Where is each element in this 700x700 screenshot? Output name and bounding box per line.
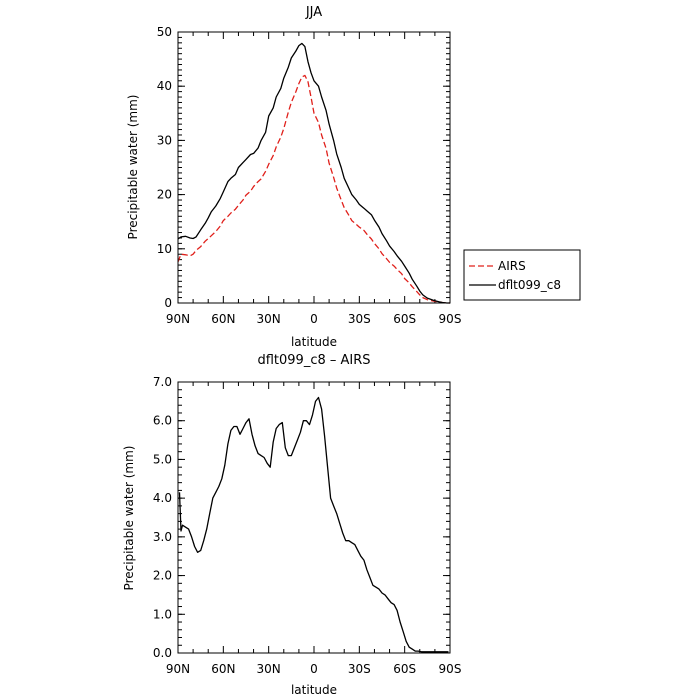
panel-top-series-line-airs bbox=[177, 74, 450, 304]
panel-bottom-x-axis-label: latitude bbox=[291, 683, 337, 697]
panel-top-y-tick-label: 10 bbox=[157, 242, 172, 256]
panel-bottom-x-tick-label: 60N bbox=[211, 662, 235, 676]
panel-bottom-y-tick-label: 5.0 bbox=[153, 452, 172, 466]
panel-bottom-x-tick-label: 30N bbox=[257, 662, 281, 676]
panel-bottom-x-tick-label: 30S bbox=[348, 662, 371, 676]
panel-bottom-ticks bbox=[177, 381, 451, 654]
panel-bottom-y-tick-label: 4.0 bbox=[153, 491, 172, 505]
panel-top-y-tick-label: 50 bbox=[157, 25, 172, 39]
panel-top-y-tick-labels: 0 10 20 30 40 50 bbox=[157, 25, 172, 310]
panel-bottom-y-tick-label: 3.0 bbox=[153, 530, 172, 544]
panel-bottom-y-tick-labels: 0.0 1.0 2.0 3.0 4.0 5.0 6.0 7.0 bbox=[153, 375, 172, 660]
panel-top-x-tick-label: 0 bbox=[310, 312, 318, 326]
panel-bottom-y-tick-label: 7.0 bbox=[153, 375, 172, 389]
legend: AIRS dflt099_c8 bbox=[463, 249, 581, 301]
panel-bottom-x-tick-label: 60S bbox=[393, 662, 416, 676]
panel-bottom-x-tick-label: 90S bbox=[439, 662, 462, 676]
legend-label-airs: AIRS bbox=[498, 259, 526, 273]
panel-top-x-tick-label: 60N bbox=[211, 312, 235, 326]
panel-bottom: dflt099_c8 – AIRS 90N 60N 30N 0 30S 60S 90S 0.… bbox=[122, 353, 461, 697]
panel-top-y-axis-label: Precipitable water (mm) bbox=[126, 95, 140, 240]
panel-bottom-lines bbox=[178, 396, 449, 653]
panel-top-series-line-dflt099_c8 bbox=[177, 42, 450, 304]
panel-top-x-tick-label: 30S bbox=[348, 312, 371, 326]
panel-bottom-frame bbox=[177, 381, 451, 654]
legend-box bbox=[463, 249, 581, 301]
panel-bottom-x-tick-label: 0 bbox=[310, 662, 318, 676]
panel-top-y-tick-label: 40 bbox=[157, 79, 172, 93]
panel-top-x-tick-label: 30N bbox=[257, 312, 281, 326]
panel-top-ticks bbox=[177, 31, 451, 304]
panel-top-x-tick-label: 90N bbox=[166, 312, 190, 326]
panel-bottom-y-tick-label: 0.0 bbox=[153, 646, 172, 660]
panel-bottom-y-axis-label: Precipitable water (mm) bbox=[122, 446, 136, 591]
panel-top-y-tick-label: 0 bbox=[164, 296, 172, 310]
panel-bottom-y-tick-label: 1.0 bbox=[153, 607, 172, 621]
panel-top-y-tick-label: 30 bbox=[157, 133, 172, 147]
panel-top-y-tick-label: 20 bbox=[157, 188, 172, 202]
panel-top-x-tick-label: 60S bbox=[393, 312, 416, 326]
panel-top-x-axis-label: latitude bbox=[291, 335, 337, 349]
panel-bottom-series-line-difference bbox=[178, 396, 449, 653]
panel-bottom-y-tick-label: 2.0 bbox=[153, 569, 172, 583]
panel-top-title: JJA bbox=[305, 5, 322, 20]
panel-bottom-title: dflt099_c8 – AIRS bbox=[257, 353, 370, 368]
panel-bottom-x-tick-labels: 90N 60N 30N 0 30S 60S 90S bbox=[166, 662, 462, 676]
panel-top-x-tick-label: 90S bbox=[439, 312, 462, 326]
panel-bottom-x-tick-label: 90N bbox=[166, 662, 190, 676]
panel-top-frame bbox=[177, 31, 451, 304]
panel-top-x-tick-labels: 90N 60N 30N 0 30S 60S 90S bbox=[166, 312, 462, 326]
panel-bottom-y-tick-label: 6.0 bbox=[153, 414, 172, 428]
legend-label-dflt099_c8: dflt099_c8 bbox=[498, 278, 561, 292]
panel-top: JJA 90N 60N 30N 0 30S 60S 90S 0 10 20 30 40 50 lati… bbox=[126, 5, 581, 349]
panel-top-lines bbox=[177, 42, 450, 304]
